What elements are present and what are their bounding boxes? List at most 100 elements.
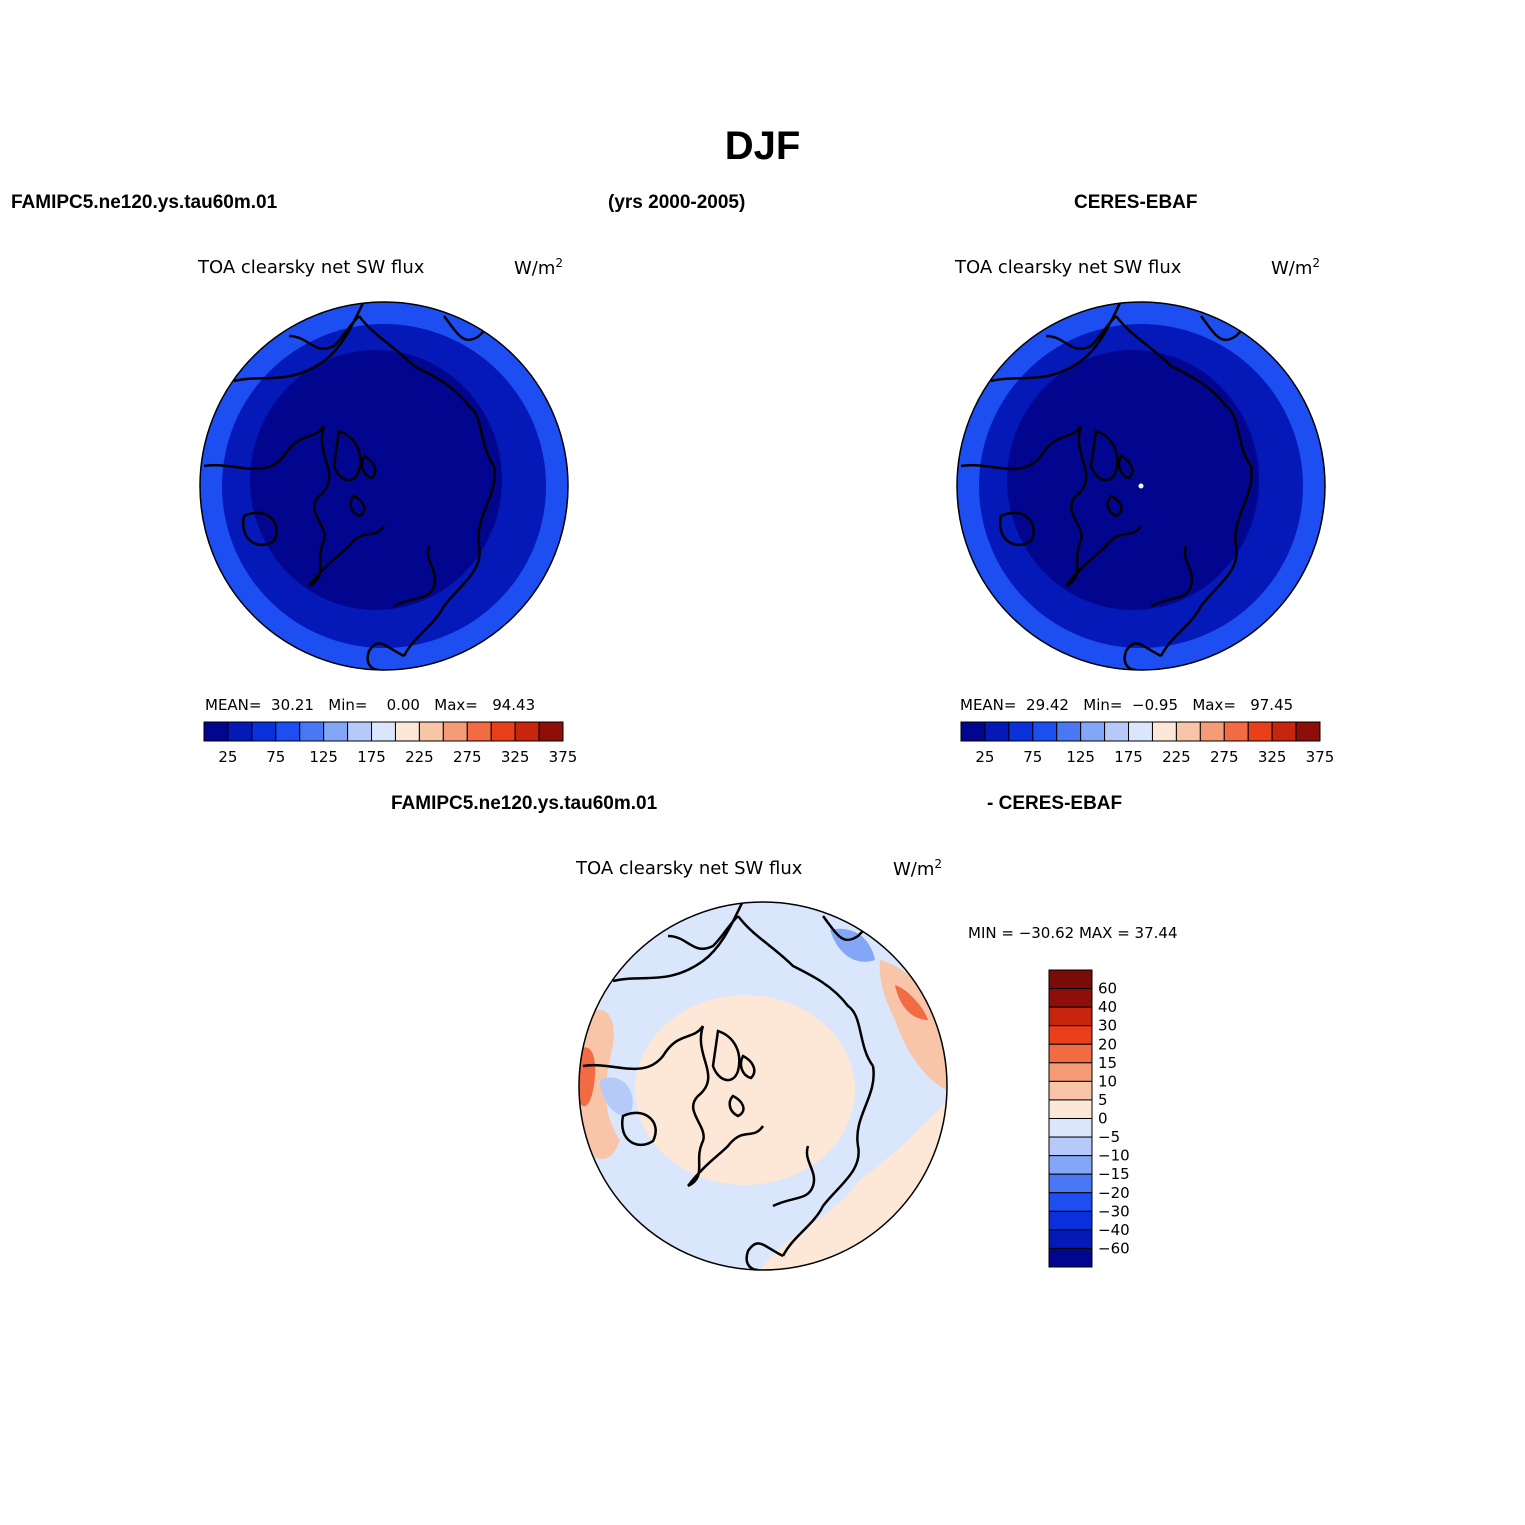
colorbar-tick-label: −30: [1098, 1202, 1130, 1220]
colorbar-tick-label: 25: [975, 748, 994, 766]
colorbar-tick-label: 375: [549, 748, 578, 766]
panel-obs-stats: MEAN= 29.42 Min= −0.95 Max= 97.45: [960, 696, 1294, 714]
years-header: (yrs 2000-2005): [608, 192, 746, 213]
colorbar-tick-label: 60: [1098, 980, 1117, 998]
panel-model-stats: MEAN= 30.21 Min= 0.00 Max= 94.43: [205, 696, 536, 714]
colorbar-tick-label: 325: [501, 748, 530, 766]
colorbar-box: [1048, 1173, 1093, 1194]
map-obs-border: [956, 301, 1326, 671]
colorbar-box: [1048, 1080, 1093, 1101]
colorbar-box: [203, 721, 229, 742]
colorbar-tick-label: 125: [1066, 748, 1095, 766]
colorbar-tick-label: 275: [1210, 748, 1239, 766]
figure-title: DJF: [724, 124, 801, 168]
colorbar-tick-label: 0: [1098, 1110, 1108, 1128]
colorbar-box: [442, 721, 468, 742]
colorbar-tick-label: 125: [309, 748, 338, 766]
colorbar-box: [1048, 1043, 1093, 1064]
diff-left-header: FAMIPC5.ne120.ys.tau60m.01: [391, 793, 658, 814]
colorbar-box: [466, 721, 492, 742]
colorbar-box: [1048, 1118, 1093, 1138]
colorbar-tick-label: 25: [218, 748, 237, 766]
colorbar-box: [1056, 721, 1082, 742]
obs-name-header: CERES-EBAF: [1074, 192, 1198, 213]
colorbar-box: [1151, 721, 1177, 742]
colorbar-box: [1199, 721, 1225, 742]
map-diff-border: [578, 901, 948, 1271]
colorbar-box: [1128, 721, 1153, 742]
map-model: [200, 302, 568, 670]
colorbar-box: [1048, 1192, 1093, 1212]
colorbar-box: [538, 721, 564, 742]
colorbar-box: [1247, 721, 1273, 742]
colorbar-tick-label: 75: [1023, 748, 1042, 766]
panel-diff-title: TOA clearsky net SW flux: [576, 858, 803, 879]
colorbar-box: [323, 721, 349, 742]
colorbar-box: [1048, 1247, 1093, 1268]
colorbar-tick-label: 225: [405, 748, 434, 766]
colorbar-box: [514, 721, 540, 742]
colorbar-box: [1175, 721, 1201, 742]
colorbar-box: [1104, 721, 1130, 742]
colorbar-box: [251, 721, 277, 742]
panel-model-title: TOA clearsky net SW flux: [198, 257, 425, 278]
colorbar-box: [1048, 988, 1093, 1008]
map-model-border: [199, 301, 569, 671]
colorbar-tick-label: 20: [1098, 1035, 1117, 1053]
colorbar-box: [418, 721, 444, 742]
colorbar-tick-label: 15: [1098, 1054, 1117, 1072]
colorbar-box: [1048, 1006, 1093, 1027]
colorbar-tick-label: −40: [1098, 1221, 1130, 1239]
colorbar-box: [1048, 969, 1093, 990]
colorbar-tick-label: 175: [357, 748, 386, 766]
colorbar-box: [275, 721, 301, 742]
panel-model-units: W/m2: [514, 256, 564, 279]
colorbar-box: [1271, 721, 1297, 742]
colorbar-box: [1048, 1025, 1093, 1045]
map-obs: [957, 302, 1325, 670]
colorbar-tick-label: 375: [1306, 748, 1335, 766]
colorbar-tick-label: −10: [1098, 1147, 1130, 1165]
map-diff: [579, 902, 947, 1270]
colorbar-box: [1048, 1136, 1093, 1157]
colorbar-box: [1048, 1062, 1093, 1082]
colorbar-box: [1048, 1099, 1093, 1119]
panel-diff-units: W/m2: [893, 857, 943, 880]
colorbar-tick-label: −20: [1098, 1184, 1130, 1202]
colorbar-box: [1223, 721, 1249, 742]
colorbar-box: [1032, 721, 1058, 742]
panel-obs-units: W/m2: [1271, 256, 1321, 279]
colorbar-box: [1048, 1210, 1093, 1231]
colorbar-box: [1080, 721, 1106, 742]
colorbar-obs: 25 75 125 175 225 275 325 375: [960, 721, 1335, 766]
colorbar-box: [960, 721, 986, 742]
colorbar-box: [347, 721, 373, 742]
colorbar-box: [1048, 1229, 1093, 1249]
colorbar-tick-label: 5: [1098, 1091, 1108, 1109]
colorbar-tick-label: 325: [1258, 748, 1287, 766]
colorbar-box: [984, 721, 1010, 742]
colorbar-box: [1295, 721, 1321, 742]
diff-right-header: - CERES-EBAF: [987, 793, 1123, 814]
colorbar-tick-label: −5: [1098, 1128, 1120, 1146]
colorbar-tick-label: 30: [1098, 1017, 1117, 1035]
colorbar-tick-label: 275: [453, 748, 482, 766]
colorbar-box: [227, 721, 253, 742]
colorbar-tick-label: 225: [1162, 748, 1191, 766]
colorbar-box: [371, 721, 396, 742]
colorbar-tick-label: 40: [1098, 998, 1117, 1016]
colorbar-box: [299, 721, 325, 742]
colorbar-model: 25 75 125 175 225 275 325 375: [203, 721, 578, 766]
colorbar-box: [1008, 721, 1034, 742]
panel-diff-minmax: MIN = −30.62 MAX = 37.44: [968, 924, 1178, 942]
colorbar-tick-label: 10: [1098, 1072, 1117, 1090]
colorbar-box: [490, 721, 516, 742]
case-name-header: FAMIPC5.ne120.ys.tau60m.01: [11, 192, 278, 213]
colorbar-tick-label: 75: [266, 748, 285, 766]
panel-obs-title: TOA clearsky net SW flux: [955, 257, 1182, 278]
colorbar-tick-label: 175: [1114, 748, 1143, 766]
colorbar-box: [1048, 1155, 1093, 1175]
colorbar-box: [394, 721, 420, 742]
